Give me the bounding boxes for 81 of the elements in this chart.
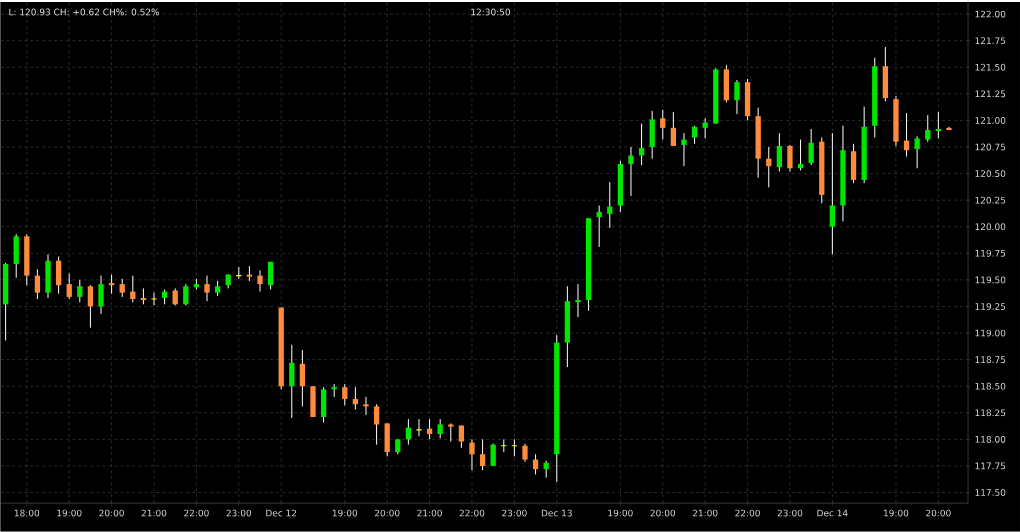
candlestick — [681, 132, 687, 167]
y-tick-label: 118.75 — [975, 356, 1006, 364]
candlestick — [734, 79, 740, 115]
candlestick — [98, 275, 104, 315]
candlestick — [776, 132, 783, 173]
y-tick-label: 117.50 — [975, 489, 1006, 496]
x-tick-label: Dec 14 — [817, 509, 848, 517]
candlestick — [469, 438, 475, 471]
y-tick-label: 120.25 — [975, 196, 1006, 204]
candlestick — [935, 111, 941, 140]
candlestick — [257, 269, 263, 293]
candlestick — [150, 292, 158, 306]
x-tick-label: 19:00 — [608, 509, 633, 517]
candlestick — [522, 443, 528, 463]
x-tick-label: 23:00 — [226, 509, 252, 517]
annotation: 12:30:50 — [471, 8, 511, 16]
y-tick-label: 118.25 — [975, 409, 1006, 417]
candlestick — [363, 396, 369, 416]
candlestick — [66, 273, 72, 300]
x-tick-label: 19:00 — [884, 509, 909, 517]
candlestick — [34, 268, 41, 300]
x-tick-label: 22:00 — [184, 509, 209, 517]
candlestick — [108, 274, 115, 295]
y-tick-label: 121.00 — [975, 117, 1006, 124]
candlestick — [289, 344, 295, 419]
x-tick-label: 23:00 — [777, 509, 803, 517]
annotation: L: 120.93 CH: +0.62 CH%: 0.52% — [9, 8, 160, 16]
x-tick-label: 23:00 — [502, 509, 527, 517]
y-tick-label: 119.50 — [975, 276, 1006, 284]
y-tick-label: 120.00 — [975, 223, 1006, 231]
y-tick-label: 121.75 — [975, 37, 1006, 45]
x-tick-label: Dec 13 — [541, 509, 572, 517]
candlestick — [925, 114, 931, 143]
y-tick-label: 120.50 — [975, 170, 1006, 178]
x-tick-label: 21:00 — [141, 509, 167, 517]
x-tick-label: 22:00 — [735, 509, 760, 517]
candlestick — [670, 111, 677, 147]
candlestick — [787, 144, 793, 173]
y-tick-label: 122.00 — [975, 10, 1006, 18]
candlestick — [299, 349, 306, 407]
x-tick-label: 21:00 — [692, 509, 718, 517]
candlestick — [204, 275, 210, 302]
candlestick — [183, 283, 189, 306]
candlestick — [130, 275, 136, 303]
candlestick — [628, 146, 634, 197]
x-tick-label: 20:00 — [926, 509, 951, 517]
x-tick-label: 22:00 — [459, 509, 485, 517]
x-tick-label: 20:00 — [374, 509, 400, 517]
y-tick-label: 118.00 — [975, 436, 1006, 443]
y-tick-label: 118.50 — [975, 382, 1006, 390]
candlestick — [660, 109, 666, 141]
candlestick — [766, 146, 772, 188]
x-tick-label: 19:00 — [57, 509, 82, 517]
candlestick — [267, 261, 274, 291]
y-tick-label: 119.00 — [975, 329, 1006, 337]
candlestick — [638, 123, 645, 166]
candlestick — [448, 422, 454, 443]
candlestick — [479, 438, 486, 471]
candlestick — [342, 383, 348, 406]
x-tick-label: 20:00 — [99, 509, 124, 517]
x-tick-label: 20:00 — [650, 509, 676, 517]
candlestick — [77, 279, 83, 303]
y-tick-label: 120.75 — [975, 143, 1006, 151]
x-tick-label: 19:00 — [332, 509, 358, 517]
candlestick — [575, 283, 581, 318]
y-tick-label: 121.25 — [975, 90, 1006, 98]
candlestick — [373, 403, 380, 446]
x-tick-label: 21:00 — [417, 509, 442, 517]
y-tick-label: 117.75 — [975, 462, 1006, 470]
y-tick-label: 119.25 — [975, 303, 1006, 310]
candlestick — [914, 135, 920, 169]
candlestick — [119, 278, 125, 298]
x-tick-label: Dec 12 — [266, 509, 297, 517]
candlestick — [829, 132, 836, 255]
candlestick — [607, 181, 613, 229]
y-tick-label: 121.50 — [975, 63, 1006, 71]
y-tick-label: 119.75 — [975, 250, 1006, 257]
candlestick — [437, 418, 443, 439]
candlestick — [87, 284, 94, 329]
candlestick — [808, 128, 814, 166]
x-tick-label: 18:00 — [14, 509, 40, 517]
